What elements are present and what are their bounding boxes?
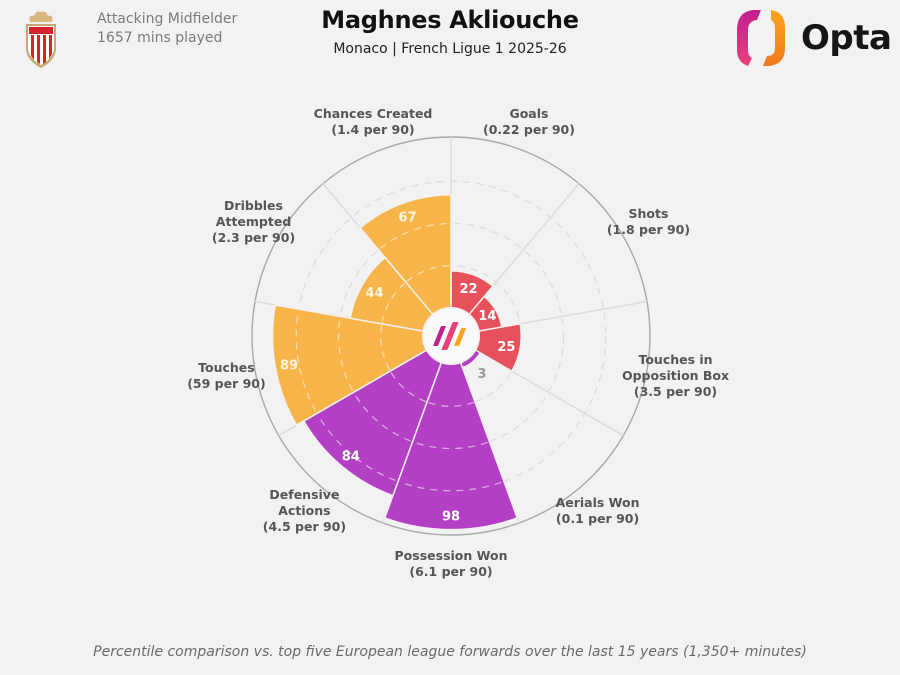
category-name: Chances Created: [313, 105, 433, 121]
club-crest: [22, 8, 60, 70]
category-name: Goals: [509, 105, 549, 121]
bar-value-label: 67: [398, 210, 416, 225]
category-label: Possession Won (6.1 per 90): [395, 548, 508, 580]
per90-value: (1.8 per 90): [606, 222, 691, 237]
category-name: Shots: [628, 206, 669, 221]
player-name: Maghnes Akliouche: [321, 6, 579, 34]
category-label: Aerials Won (0.1 per 90): [556, 495, 640, 527]
category-label: Touches (59 per 90): [187, 360, 266, 392]
per90-value: (6.1 per 90): [409, 564, 493, 579]
category-label: Touches in Opposition Box (3.5 per 90): [622, 352, 729, 400]
per90-value: (2.3 per 90): [211, 230, 296, 245]
per90-value: (0.22 per 90): [482, 121, 575, 137]
category-name: Touches in: [638, 351, 713, 367]
bar-value-label: 98: [442, 510, 460, 525]
per90-value: (4.5 per 90): [262, 518, 347, 534]
category-label: Shots (1.8 per 90): [607, 206, 690, 238]
opta-wordmark: Opta: [801, 18, 892, 58]
bar-value-label: 89: [280, 359, 298, 374]
category-name: Actions: [278, 502, 331, 518]
bar-goals[interactable]: 22: [450, 270, 494, 316]
opta-glyph-icon: [433, 322, 466, 350]
category-name: Attempted: [215, 214, 292, 229]
bar-chances-created[interactable]: 67: [359, 194, 452, 316]
category-label: Chances Created (1.4 per 90): [314, 106, 433, 138]
player-info: Attacking Midfielder 1657 mins played: [97, 10, 237, 48]
category-label: Defensive Actions (4.5 per 90): [263, 487, 346, 535]
per90-value: (0.1 per 90): [555, 510, 640, 526]
opta-logo: Opta: [735, 6, 895, 70]
category-name: Aerials Won: [555, 494, 640, 510]
footnote: Percentile comparison vs. top five Europ…: [93, 644, 807, 660]
opta-mark-icon: [737, 10, 785, 66]
bar-value-label: 22: [459, 282, 477, 297]
per90-value: (3.5 per 90): [633, 383, 718, 399]
category-label: Goals (0.22 per 90): [483, 106, 575, 138]
player-position: Attacking Midfielder: [97, 11, 238, 27]
bar-value-label: 84: [342, 449, 360, 464]
category-name: Opposition Box: [621, 367, 730, 383]
category-name: Possession Won: [394, 548, 508, 563]
bar-aerials-won[interactable]: 3: [461, 350, 486, 382]
minutes-played: 1657 mins played: [97, 30, 223, 46]
per90-value: (1.4 per 90): [331, 121, 415, 137]
bar-touches-in-opposition-box[interactable]: 25: [474, 322, 522, 373]
subtitle: Monaco | French Ligue 1 2025-26: [333, 41, 567, 57]
bar-value-label: 14: [478, 309, 496, 324]
bar-value-label: 25: [497, 340, 515, 355]
bar-value-label: 3: [477, 367, 486, 382]
title-block: Maghnes Akliouche Monaco | French Ligue …: [0, 6, 900, 57]
per90-value: (59 per 90): [187, 375, 266, 391]
category-name: Dribbles: [224, 198, 283, 213]
category-name: Defensive: [269, 486, 340, 502]
bar-value-label: 44: [365, 286, 383, 301]
category-label: Dribbles Attempted (2.3 per 90): [212, 198, 295, 246]
category-name: Touches: [198, 359, 255, 375]
